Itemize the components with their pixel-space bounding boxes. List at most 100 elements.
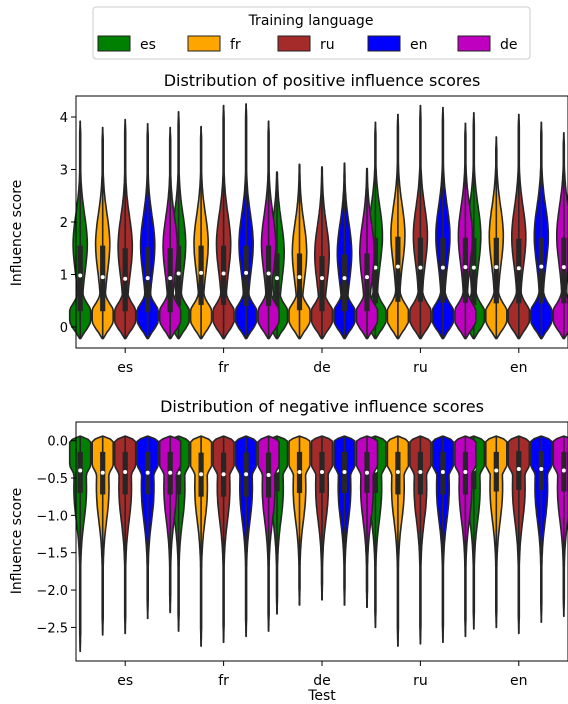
violin-median-dot	[395, 470, 400, 475]
legend-label-ru: ru	[320, 37, 335, 53]
positive-chart-title: Distribution of positive influence score…	[164, 71, 481, 90]
violin-median-dot	[471, 265, 476, 270]
violin-median-dot	[145, 276, 150, 281]
violin-median-dot	[168, 470, 173, 475]
legend-label-de: de	[500, 37, 518, 53]
legend-title: Training language	[248, 13, 374, 29]
positive-y-axis: 0 1 2 3 4	[60, 111, 76, 336]
violin-median-dot	[168, 276, 173, 281]
violin-median-dot	[145, 470, 150, 475]
violin-median-dot	[297, 470, 302, 475]
violin-median-dot	[320, 276, 324, 281]
x-tick-label: ru	[413, 360, 428, 376]
violin-median-dot	[275, 276, 279, 281]
violin-median-dot	[78, 468, 83, 473]
negative-x-axis: es fr de ru en	[117, 661, 528, 689]
violin-median-dot	[539, 467, 544, 472]
y-tick-label: 4	[60, 111, 68, 126]
legend: Training language es fr ru en de	[92, 6, 531, 60]
legend-swatch-es	[97, 35, 131, 52]
violin-iqr-box	[296, 253, 303, 311]
y-tick-label: −1.0	[36, 509, 68, 524]
violin-median-dot	[244, 472, 249, 477]
violin-iqr-box	[462, 237, 468, 303]
y-tick-label: −2.5	[36, 621, 68, 636]
y-tick-label: 2	[60, 216, 68, 231]
positive-chart-ylabel: Influence score	[9, 180, 25, 287]
violin-iqr-box	[319, 256, 325, 312]
violin-median-dot	[176, 271, 181, 276]
violin-median-dot	[244, 270, 249, 275]
x-tick-label: es	[117, 360, 133, 376]
negative-violins	[68, 435, 568, 653]
negative-chart-title: Distribution of negative influence score…	[160, 397, 484, 416]
violin-iqr-box	[417, 237, 423, 302]
legend-swatch-en	[367, 35, 401, 52]
violin-iqr-box	[395, 236, 401, 302]
violin-median-dot	[539, 264, 544, 269]
violin-median-dot	[78, 273, 83, 278]
y-tick-label: 1	[60, 269, 68, 284]
violin-median-dot	[365, 470, 369, 475]
violin-median-dot	[221, 271, 226, 276]
x-tick-label: ru	[413, 673, 428, 689]
y-tick-label: 3	[60, 164, 68, 179]
violin-median-dot	[100, 470, 105, 475]
violin-median-dot	[561, 468, 566, 473]
x-tick-label: en	[510, 360, 528, 376]
violin-median-dot	[418, 265, 423, 270]
x-tick-label: fr	[218, 360, 229, 376]
violin-iqr-box	[198, 245, 204, 305]
violin-iqr-box	[77, 245, 83, 312]
violin-median-dot	[373, 265, 378, 270]
violin-iqr-box	[372, 237, 378, 304]
violin-median-dot	[320, 470, 324, 475]
violin-iqr-box	[440, 237, 446, 303]
legend-label-fr: fr	[230, 37, 241, 53]
violin-median-dot	[365, 275, 369, 280]
violin-iqr-box	[266, 245, 272, 306]
violin-iqr-box	[274, 253, 280, 312]
violin-median-dot	[418, 470, 423, 475]
violin-median-dot	[494, 468, 499, 473]
violin-median-dot	[516, 266, 521, 271]
legend-label-en: en	[410, 37, 428, 53]
y-tick-label: 0.0	[47, 435, 68, 450]
violin-median-dot	[297, 275, 302, 280]
violin-median-dot	[440, 470, 445, 475]
x-tick-label: de	[313, 673, 331, 689]
violin-median-dot	[123, 470, 128, 475]
legend-swatch-fr	[187, 35, 221, 52]
violin-iqr-box	[243, 245, 249, 306]
violin-median-dot	[561, 265, 566, 270]
x-tick-label: fr	[218, 673, 229, 689]
violin-median-dot	[199, 472, 204, 477]
violin-iqr-box	[493, 237, 499, 304]
legend-entries: es fr ru en de	[97, 35, 518, 53]
legend-label-es: es	[140, 37, 156, 53]
violin-median-dot	[266, 271, 271, 276]
y-tick-label: −2.0	[36, 584, 68, 599]
violin-iqr-box	[471, 237, 477, 305]
x-tick-label: en	[510, 673, 528, 689]
legend-swatch-ru	[277, 35, 311, 52]
violin-median-dot	[494, 265, 499, 270]
violin-median-dot	[342, 276, 347, 281]
y-tick-label: 0	[60, 321, 68, 336]
x-tick-label: de	[313, 360, 331, 376]
violin-median-dot	[221, 472, 226, 477]
negative-chart: Distribution of negative influence score…	[9, 397, 568, 704]
violin-iqr-box	[538, 237, 544, 304]
violin-iqr-box	[516, 238, 522, 304]
legend-swatch-de	[457, 35, 491, 52]
violin-median-dot	[395, 264, 400, 269]
x-tick-label: es	[117, 673, 133, 689]
negative-chart-ylabel: Influence score	[9, 488, 25, 595]
violin-median-dot	[463, 265, 468, 270]
positive-violins	[68, 103, 568, 340]
violin-median-dot	[199, 270, 204, 275]
violin-iqr-box	[561, 237, 567, 304]
violin-median-dot	[463, 470, 468, 475]
violin-iqr-box	[176, 245, 182, 306]
